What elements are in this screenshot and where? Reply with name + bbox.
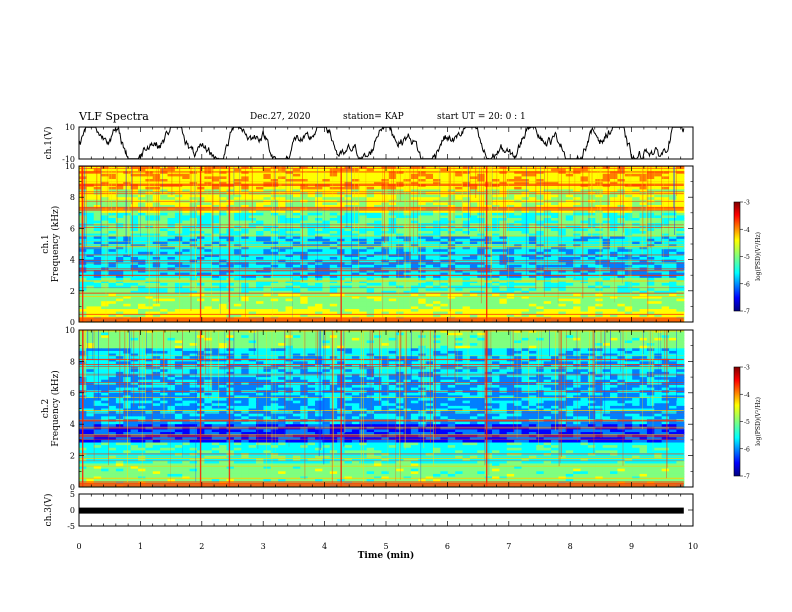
figure-title: VLF Spectra [79, 110, 149, 123]
ch1-spectrogram-image [79, 166, 685, 323]
ch2-spectrogram-image [79, 330, 685, 488]
ch2-spectrogram-ytick-label: 4 [70, 420, 75, 429]
ch1-spectrogram-ytick-label: 8 [70, 193, 75, 202]
ch3-waveform-ytick-label: 5 [70, 490, 75, 499]
x-tick-label: 0 [76, 542, 81, 551]
ch1-colorbar-tick-label: -4 [744, 227, 750, 234]
ch1-colorbar-tick-label: -5 [744, 254, 750, 261]
ch2-spectrogram-ytick-label: 6 [70, 389, 75, 398]
ch2-colorbar-tick-label: -5 [744, 419, 750, 426]
x-tick-label: 2 [199, 542, 204, 551]
ch1-spectrogram-ylabel: ch.1Frequency (kHz) [41, 206, 61, 283]
ch3-waveform-ytick-label: 0 [70, 506, 75, 515]
x-tick-label: 6 [445, 542, 450, 551]
ch2-spectrogram-ytick-label: 8 [70, 357, 75, 366]
ch1-spectrogram-ytick-label: 4 [70, 256, 75, 265]
ch2-colorbar-label: log(PSD)(V²/Hz) [755, 397, 762, 446]
date-label: Dec.27, 2020 [250, 112, 311, 122]
ch3-waveform-trace [79, 507, 684, 514]
ch1-colorbar-tick-label: -6 [744, 281, 750, 288]
ch1-waveform-ytick-label: -10 [62, 155, 75, 164]
station-label: station= KAP [343, 112, 404, 122]
ch2-colorbar-tick-label: -6 [744, 446, 750, 453]
ch1-waveform-trace [78, 125, 685, 160]
x-tick-label: 9 [629, 542, 634, 551]
ch3-waveform-ytick-label: -5 [67, 522, 75, 531]
ch1-colorbar-label: log(PSD)(V²/Hz) [755, 232, 762, 281]
x-tick-label: 5 [383, 542, 388, 551]
ch1-spectrogram-ytick-label: 10 [65, 162, 75, 171]
ch2-colorbar-tick-label: -3 [744, 365, 750, 372]
ch1-colorbar-tick-label: -3 [744, 200, 750, 207]
ch1-waveform-ytick-label: 10 [65, 123, 75, 132]
ch2-colorbar-gradient [733, 366, 741, 477]
x-tick-label: 8 [568, 542, 573, 551]
x-tick-label: 10 [688, 542, 698, 551]
x-tick-label: 1 [138, 542, 143, 551]
ch1-spectrogram-ytick-label: 0 [70, 318, 75, 327]
ch2-spectrogram-ytick-label: 10 [65, 326, 75, 335]
ch1-waveform-ylabel: ch.1(V) [43, 127, 54, 160]
ch2-spectrogram-ylabel: ch.2Frequency (kHz) [41, 370, 61, 447]
x-tick-label: 3 [261, 542, 266, 551]
ch1-colorbar-tick-label: -7 [744, 309, 750, 316]
ch2-spectrogram-ytick-label: 2 [70, 452, 75, 461]
ch1-colorbar-gradient [733, 201, 741, 312]
ch1-spectrogram-ytick-label: 6 [70, 224, 75, 233]
ch2-spectrogram-ytick-label: 0 [70, 483, 75, 492]
ch2-colorbar-tick-label: -7 [744, 474, 750, 481]
ch1-spectrogram-ytick-label: 2 [70, 287, 75, 296]
x-tick-label: 4 [322, 542, 327, 551]
x-axis-title: Time (min) [358, 550, 415, 561]
x-tick-label: 7 [506, 542, 511, 551]
ch2-colorbar-tick-label: -4 [744, 392, 750, 399]
ch3-waveform-ylabel: ch.3(V) [43, 494, 54, 527]
start-ut-label: start UT = 20: 0 : 1 [437, 112, 526, 122]
